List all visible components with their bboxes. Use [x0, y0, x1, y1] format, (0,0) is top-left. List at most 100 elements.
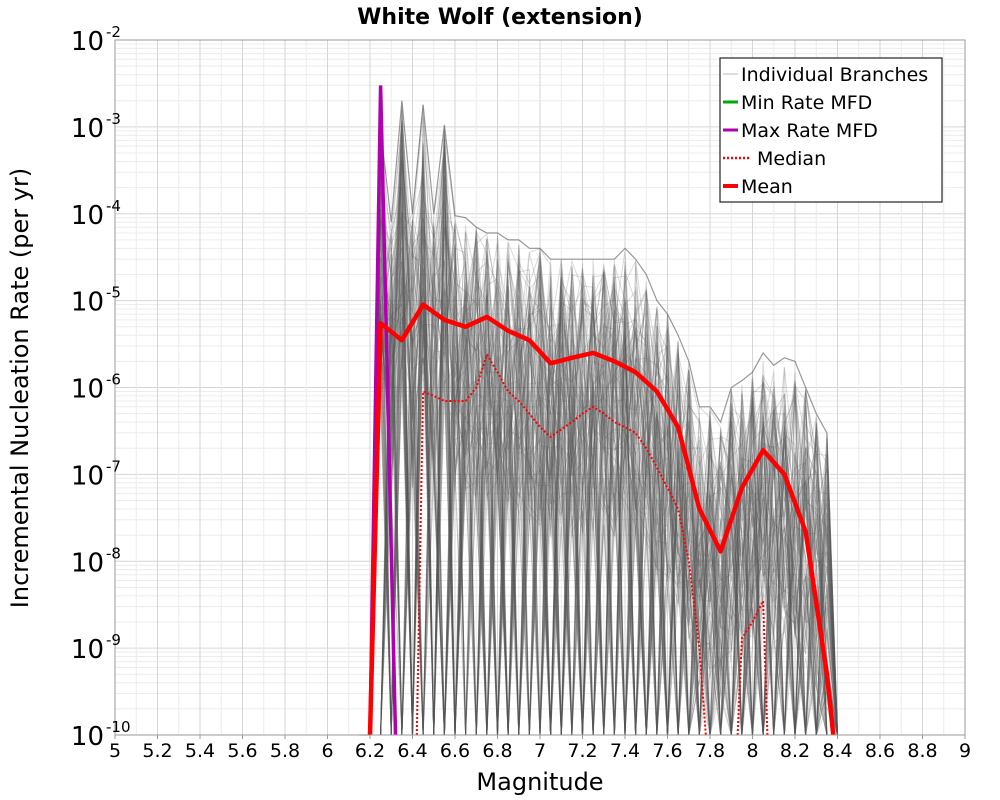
y-tick-label: 10 — [71, 548, 104, 578]
x-tick-label: 8.8 — [907, 740, 937, 762]
branch-line — [359, 145, 838, 736]
median-line-segment-2 — [736, 600, 769, 736]
y-tick-label: 10 — [71, 201, 104, 231]
x-tick-label: 8.2 — [780, 740, 810, 762]
branch-line — [359, 247, 838, 736]
branch-line — [359, 153, 838, 736]
branch-line — [359, 250, 838, 736]
series-layer — [367, 85, 836, 736]
branch-line — [359, 192, 838, 736]
x-tick-label: 7.8 — [695, 740, 725, 762]
branch-layer — [359, 100, 839, 736]
branch-line — [359, 243, 838, 736]
branch-line — [359, 104, 838, 736]
branch-line — [359, 101, 838, 736]
x-tick-label: 7.6 — [652, 740, 682, 762]
y-tick-exponent: -9 — [106, 631, 121, 649]
branch-line — [359, 141, 838, 736]
legend-box — [719, 57, 943, 203]
x-tick-label: 5.6 — [227, 740, 257, 762]
branch-line — [359, 161, 838, 736]
branch-line — [359, 207, 838, 736]
y-tick-exponent: -3 — [106, 110, 121, 128]
branch-line — [359, 215, 838, 736]
branch-line — [359, 155, 838, 736]
x-tick-label: 5.4 — [185, 740, 215, 762]
branch-line — [359, 144, 838, 736]
branch-line — [359, 139, 838, 736]
x-tick-label: 8.6 — [865, 740, 895, 762]
x-tick-label: 7.4 — [610, 740, 640, 762]
x-tick-label: 5.8 — [270, 740, 300, 762]
branch-envelope-line — [359, 100, 839, 736]
branch-line — [359, 184, 838, 736]
y-tick-label: 10 — [71, 461, 104, 491]
branch-line — [359, 146, 838, 736]
branch-line — [359, 141, 838, 736]
x-tick-label: 8.4 — [822, 740, 852, 762]
branch-line — [359, 188, 838, 736]
x-tick-label: 8 — [746, 740, 758, 762]
y-tick-exponent: -5 — [106, 284, 121, 302]
branch-line — [359, 116, 838, 736]
branch-line — [359, 223, 838, 736]
branch-line — [359, 252, 838, 736]
branch-line — [359, 211, 838, 736]
branch-line — [359, 167, 838, 736]
branch-line — [359, 157, 838, 736]
branch-line — [359, 218, 838, 736]
y-axis-label: Incremental Nucleation Rate (per yr) — [6, 168, 34, 608]
y-tick-exponent: -2 — [106, 23, 121, 41]
branch-line — [359, 143, 838, 736]
branch-line — [359, 112, 838, 736]
x-tick-label: 5 — [109, 740, 121, 762]
mean-line — [367, 302, 836, 736]
branch-line — [359, 130, 838, 736]
branch-line — [359, 163, 838, 736]
branch-line — [359, 107, 838, 736]
y-tick-label: 10 — [71, 722, 104, 752]
y-tick-label: 10 — [71, 635, 104, 665]
x-tick-label: 9 — [959, 740, 971, 762]
y-tick-labels: 10-210-310-410-510-610-710-810-910-10 — [71, 23, 131, 752]
legend-label: Mean — [741, 176, 793, 198]
legend-label: Min Rate MFD — [741, 92, 872, 114]
median-line — [415, 352, 707, 736]
y-tick-label: 10 — [71, 288, 104, 318]
y-tick-label: 10 — [71, 114, 104, 144]
branch-line — [359, 130, 838, 736]
y-tick-exponent: -8 — [106, 544, 121, 562]
branch-line — [359, 217, 838, 736]
legend: Individual Branches Min Rate MFD Max Rate … — [719, 57, 943, 203]
branch-line — [359, 215, 838, 736]
branch-line — [359, 124, 838, 736]
x-tick-label: 6.8 — [482, 740, 512, 762]
branch-line — [359, 224, 838, 736]
branch-line — [359, 120, 838, 736]
y-tick-label: 10 — [71, 375, 104, 405]
branch-line — [359, 192, 838, 736]
y-tick-exponent: -7 — [106, 457, 121, 475]
x-tick-label: 5.2 — [142, 740, 172, 762]
branch-line — [359, 267, 838, 736]
branch-line — [359, 109, 838, 736]
branch-line — [359, 180, 838, 736]
branch-line — [359, 227, 838, 736]
branch-line — [359, 176, 838, 736]
branch-line — [359, 136, 838, 736]
branch-line — [359, 230, 838, 736]
legend-items: Individual Branches Min Rate MFD Max Rate … — [723, 64, 928, 198]
branch-line — [359, 238, 838, 736]
branch-line — [359, 253, 838, 736]
y-tick-label: 10 — [71, 27, 104, 57]
legend-label: Max Rate MFD — [741, 120, 878, 142]
branch-line — [359, 268, 838, 736]
branch-line — [359, 145, 838, 736]
branch-line — [359, 150, 838, 736]
branch-line — [359, 228, 838, 736]
branch-line — [359, 272, 838, 736]
branch-line — [359, 125, 838, 736]
branch-line — [359, 159, 838, 736]
legend-label: Individual Branches — [741, 64, 928, 86]
